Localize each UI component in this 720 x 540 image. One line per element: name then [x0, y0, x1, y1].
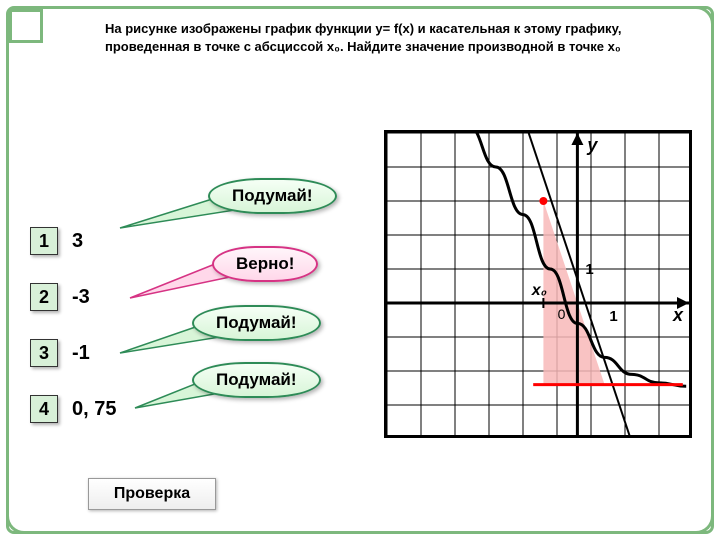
option-value: 3 [72, 230, 83, 253]
bubble-label: Подумай! [232, 186, 313, 205]
frame-corner [684, 6, 714, 36]
option-row: 1 3 [30, 215, 116, 267]
option-row: 4 0, 75 [30, 383, 116, 435]
option-button-2[interactable]: 2 [30, 283, 58, 311]
svg-text:1: 1 [585, 261, 593, 278]
bubble-label: Верно! [236, 254, 294, 273]
bubble-label: Подумай! [216, 313, 297, 332]
check-button-label: Проверка [114, 485, 190, 503]
bubble-label: Подумай! [216, 370, 297, 389]
svg-text:1: 1 [609, 308, 617, 325]
option-value: -3 [72, 286, 90, 309]
feedback-bubble-correct: Верно! [212, 246, 318, 282]
chart-svg: y x 0 1 1 x₀ [387, 133, 689, 435]
option-button-1[interactable]: 1 [30, 227, 58, 255]
svg-text:x₀: x₀ [531, 282, 547, 299]
option-value: 0, 75 [72, 398, 116, 421]
derivative-chart: y x 0 1 1 x₀ [384, 130, 692, 438]
feedback-bubble-think: Подумай! [192, 362, 321, 398]
svg-text:y: y [586, 135, 598, 155]
option-number: 4 [39, 399, 49, 420]
feedback-bubble-think: Подумай! [208, 178, 337, 214]
check-button[interactable]: Проверка [88, 478, 216, 510]
option-row: 3 -1 [30, 327, 116, 379]
option-value: -1 [72, 342, 90, 365]
option-number: 3 [39, 343, 49, 364]
option-number: 2 [39, 287, 49, 308]
answer-options: 1 3 2 -3 3 -1 4 0, 75 [30, 215, 116, 439]
feedback-bubble-think: Подумай! [192, 305, 321, 341]
option-number: 1 [39, 231, 49, 252]
frame-corner [6, 504, 36, 534]
option-button-4[interactable]: 4 [30, 395, 58, 423]
question-text: На рисунке изображены график функции y= … [105, 20, 635, 55]
frame-corner [684, 504, 714, 534]
svg-text:0: 0 [558, 306, 566, 322]
option-row: 2 -3 [30, 271, 116, 323]
option-button-3[interactable]: 3 [30, 339, 58, 367]
svg-text:x: x [672, 305, 684, 325]
frame-corner [6, 6, 36, 36]
